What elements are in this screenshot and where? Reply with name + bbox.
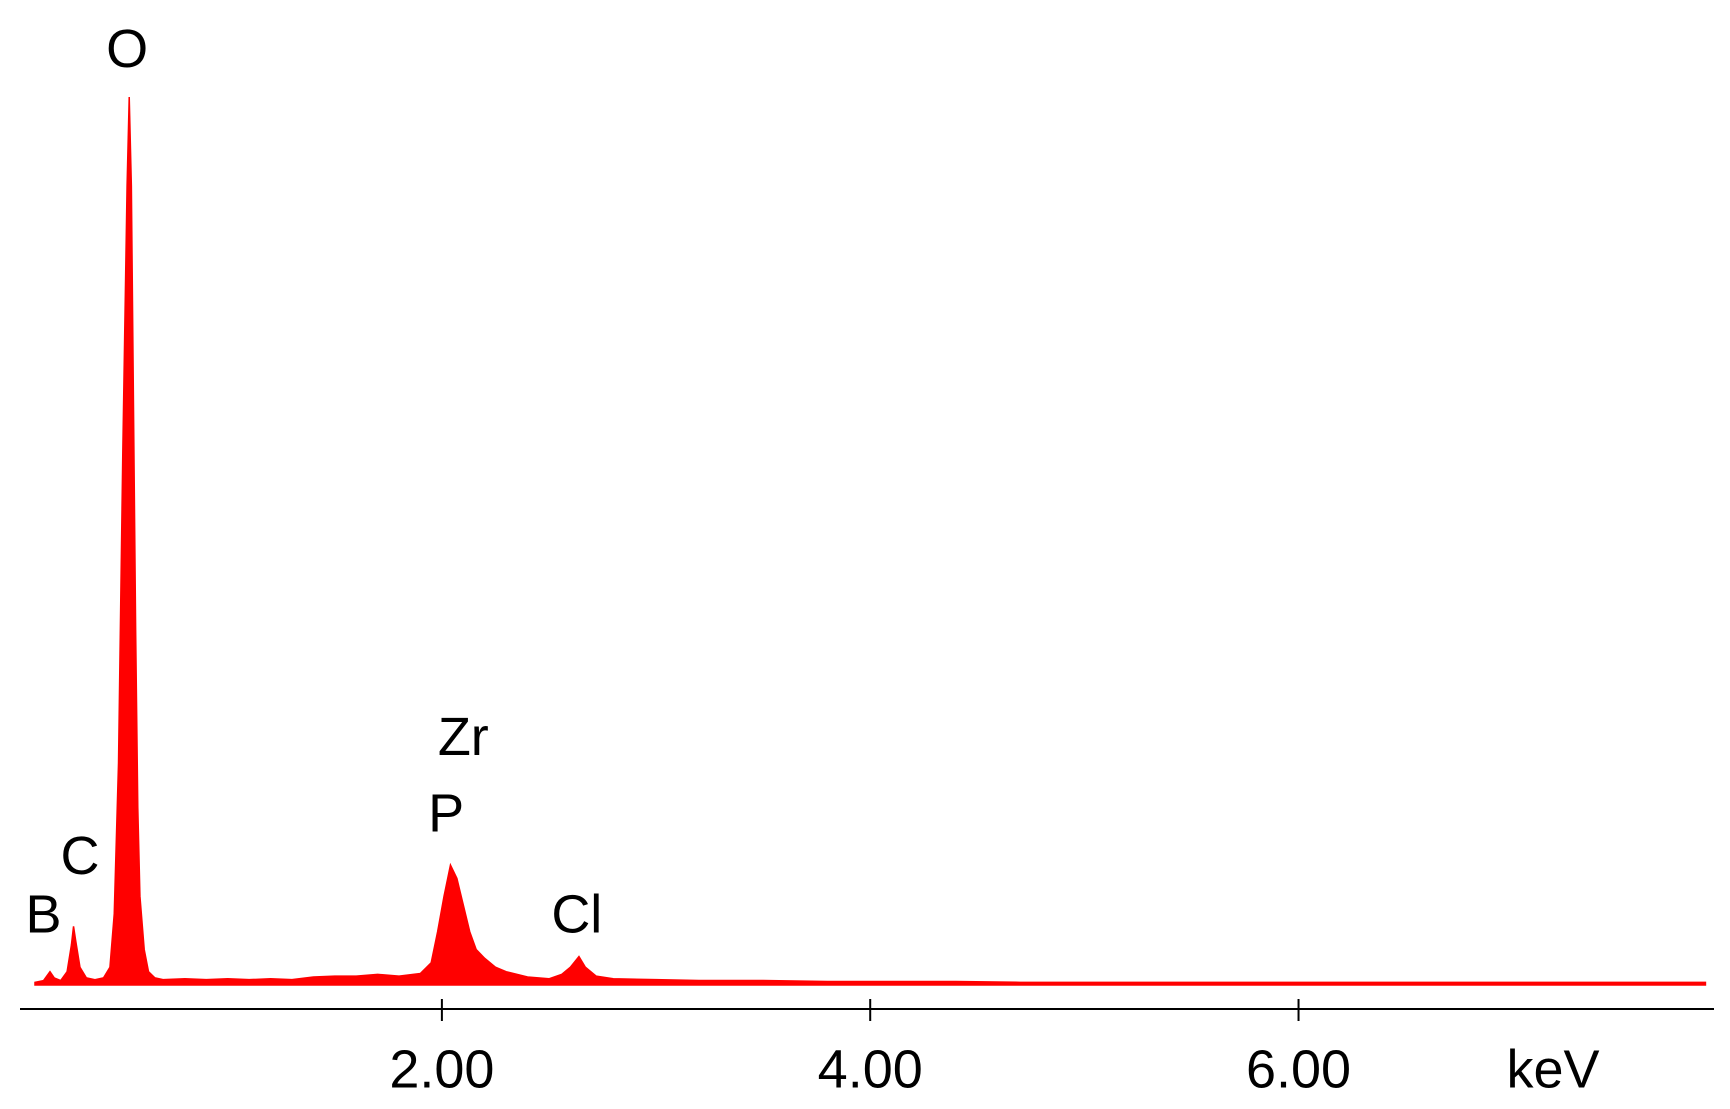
x-tick-label: 6.00 bbox=[1246, 1039, 1351, 1099]
spectrum bbox=[34, 96, 1707, 986]
x-tick-label: 4.00 bbox=[818, 1039, 923, 1099]
x-tick-label: 2.00 bbox=[389, 1039, 494, 1099]
peak-label: C bbox=[60, 826, 99, 886]
peak-label: Cl bbox=[551, 885, 602, 945]
peak-label: P bbox=[428, 783, 464, 843]
peak-label: Zr bbox=[438, 707, 489, 767]
peak-label: B bbox=[26, 885, 62, 945]
x-axis-label: keV bbox=[1506, 1039, 1599, 1099]
peak-label: O bbox=[106, 19, 148, 79]
